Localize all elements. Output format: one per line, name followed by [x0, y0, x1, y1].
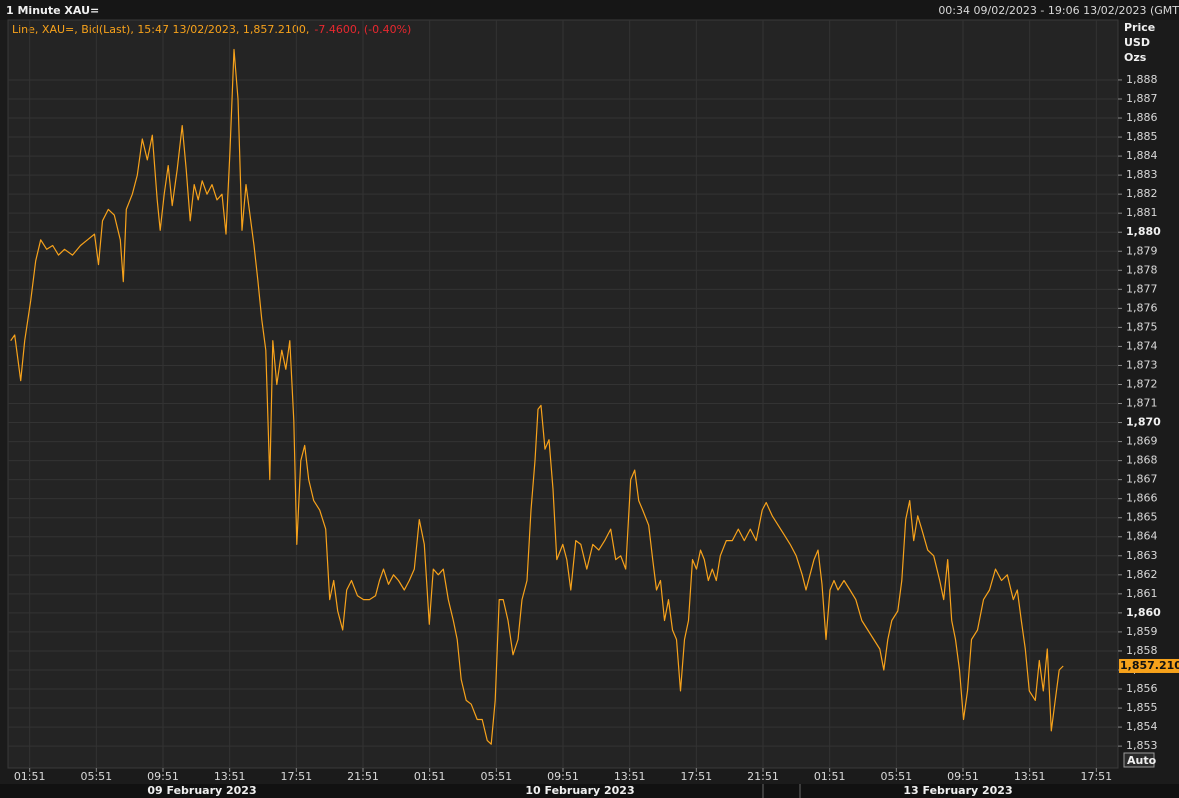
x-tick-label: 21:51 — [347, 770, 379, 783]
x-tick-label: 09:51 — [947, 770, 979, 783]
date-label: 09 February 2023 — [147, 784, 256, 797]
y-tick-label: 1,858 — [1126, 644, 1158, 657]
y-tick-label: 1,888 — [1126, 73, 1158, 86]
x-tick-label: 01:51 — [14, 770, 46, 783]
x-tick-label: 13:51 — [614, 770, 646, 783]
y-tick-label: 1,881 — [1126, 206, 1158, 219]
y-tick-label: 1,860 — [1126, 606, 1161, 619]
y-tick-label: 1,875 — [1126, 320, 1158, 333]
y-tick-label: 1,859 — [1126, 625, 1158, 638]
y-tick-label: 1,887 — [1126, 92, 1158, 105]
y-tick-label: 1,884 — [1126, 149, 1158, 162]
last-price-label: 1,857.2100 — [1120, 659, 1179, 672]
y-axis-label: Price — [1124, 21, 1155, 34]
x-tick-label: 01:51 — [414, 770, 446, 783]
x-tick-label: 13:51 — [1014, 770, 1046, 783]
x-tick-label: 01:51 — [814, 770, 846, 783]
y-tick-label: 1,869 — [1126, 435, 1158, 448]
y-tick-label: 1,853 — [1126, 739, 1158, 752]
time-range: 00:34 09/02/2023 - 19:06 13/02/2023 (GMT — [938, 4, 1179, 17]
x-tick-label: 17:51 — [680, 770, 712, 783]
y-tick-label: 1,856 — [1126, 682, 1158, 695]
chart-title: 1 Minute XAU= — [6, 4, 99, 17]
y-tick-label: 1,868 — [1126, 454, 1158, 467]
x-tick-label: 05:51 — [880, 770, 912, 783]
y-tick-label: 1,880 — [1126, 225, 1161, 238]
x-tick-label: 09:51 — [147, 770, 179, 783]
y-tick-label: 1,862 — [1126, 568, 1158, 581]
header-bar — [0, 0, 1179, 20]
x-tick-label: 21:51 — [747, 770, 779, 783]
y-tick-label: 1,885 — [1126, 130, 1158, 143]
y-tick-label: 1,879 — [1126, 244, 1158, 257]
y-tick-label: 1,873 — [1126, 358, 1158, 371]
y-tick-label: 1,864 — [1126, 530, 1158, 543]
x-tick-label: 09:51 — [547, 770, 579, 783]
y-tick-label: 1,867 — [1126, 473, 1158, 486]
y-tick-label: 1,874 — [1126, 339, 1158, 352]
y-tick-label: 1,882 — [1126, 187, 1158, 200]
y-tick-label: 1,876 — [1126, 301, 1158, 314]
y-tick-label: 1,855 — [1126, 701, 1158, 714]
x-tick-label: 13:51 — [214, 770, 246, 783]
y-axis-label: Ozs — [1124, 51, 1147, 64]
price-line — [10, 48, 1064, 745]
date-bar — [0, 784, 1179, 798]
y-tick-label: 1,870 — [1126, 416, 1161, 429]
y-tick-label: 1,883 — [1126, 168, 1158, 181]
last-price-box — [1119, 658, 1179, 673]
auto-button[interactable] — [1123, 752, 1155, 768]
y-tick-label: 1,872 — [1126, 377, 1158, 390]
date-label: 13 February 2023 — [903, 784, 1012, 797]
y-tick-label: 1,863 — [1126, 549, 1158, 562]
legend: Line, XAU=, Bid(Last), 15:47 13/02/2023,… — [12, 23, 309, 36]
y-tick-label: 1,861 — [1126, 587, 1158, 600]
x-tick-label: 05:51 — [80, 770, 112, 783]
y-tick-label: 1,886 — [1126, 111, 1158, 124]
x-tick-label: 05:51 — [480, 770, 512, 783]
y-tick-label: 1,866 — [1126, 492, 1158, 505]
x-tick-label: 17:51 — [280, 770, 312, 783]
date-label: 10 February 2023 — [525, 784, 634, 797]
y-axis-label: USD — [1124, 36, 1150, 49]
y-tick-label: 1,865 — [1126, 511, 1158, 524]
x-tick-label: 17:51 — [1080, 770, 1112, 783]
y-tick-label: 1,877 — [1126, 282, 1158, 295]
y-tick-label: 1,854 — [1126, 720, 1158, 733]
y-tick-label: 1,878 — [1126, 263, 1158, 276]
y-tick-label: 1,871 — [1126, 397, 1158, 410]
auto-button-label[interactable]: Auto — [1127, 754, 1157, 767]
